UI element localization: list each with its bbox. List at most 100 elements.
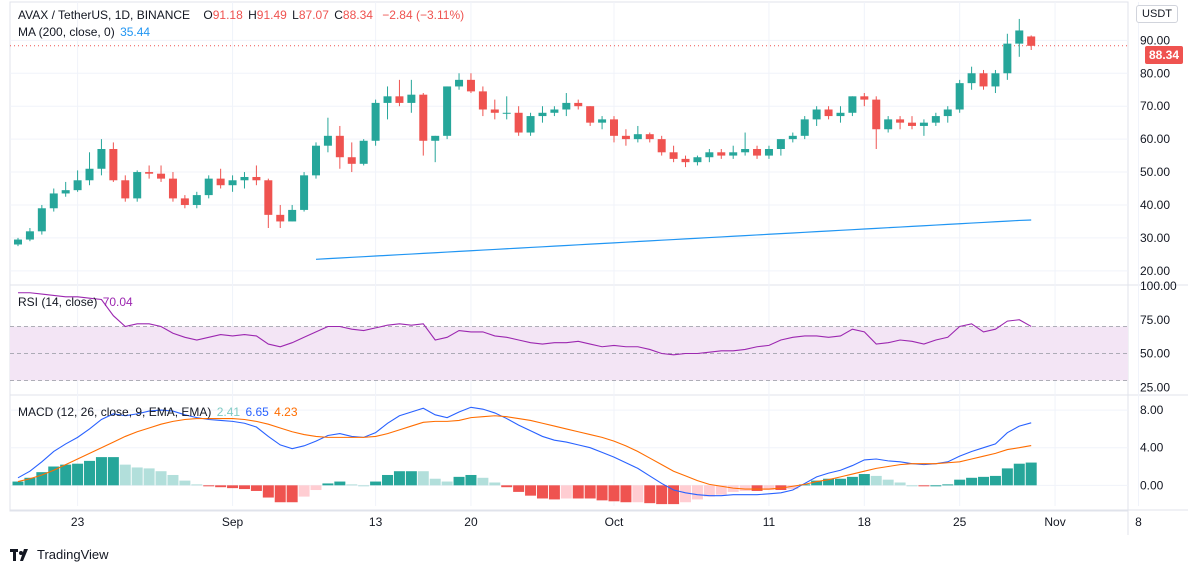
time-tick-label: 18	[858, 515, 872, 529]
candle-body	[764, 149, 773, 156]
macd-histogram-bar	[310, 485, 322, 491]
rsi-tick-label: 100.00	[1140, 279, 1177, 293]
candle-body	[753, 149, 762, 156]
macd-histogram-bar	[787, 485, 799, 490]
candle-body	[955, 83, 964, 110]
candle-body	[884, 119, 893, 130]
candle-body	[419, 94, 428, 141]
price-tick-label: 50.00	[1140, 165, 1170, 179]
macd-histogram-bar	[525, 485, 537, 496]
macd-histogram-bar	[632, 485, 644, 503]
macd-histogram-bar	[465, 474, 477, 486]
candle-body	[729, 152, 738, 156]
rsi-tick-label: 75.00	[1140, 313, 1170, 327]
candle-body	[443, 86, 452, 136]
macd-histogram-bar	[238, 485, 250, 490]
candle-body	[121, 180, 130, 199]
macd-histogram-bar	[882, 479, 894, 486]
macd-histogram-bar	[513, 485, 525, 492]
macd-histogram-bar	[95, 457, 107, 486]
macd-tick-label: 0.00	[1140, 478, 1164, 492]
time-tick-label: 23	[71, 515, 85, 529]
macd-histogram-bar	[441, 481, 453, 486]
macd-histogram-bar	[48, 466, 60, 486]
price-tick-label: 70.00	[1140, 99, 1170, 113]
candle-body	[252, 176, 261, 181]
macd-histogram-bar	[298, 485, 310, 497]
candle-body	[872, 99, 881, 130]
low-value: 87.07	[298, 8, 329, 22]
candle-body	[97, 149, 106, 169]
macd-histogram-bar	[60, 464, 72, 486]
change-value: −2.84 (−3.11%)	[382, 8, 465, 22]
time-tick-label: 11	[763, 515, 776, 529]
candle-body	[49, 193, 58, 209]
candle-body	[669, 152, 678, 159]
macd-histogram-bar	[715, 485, 727, 495]
candle-body	[395, 96, 404, 103]
macd-hist-value: 2.41	[216, 405, 241, 419]
macd-histogram-bar	[203, 485, 215, 487]
macd-histogram-bar	[107, 457, 119, 486]
low-label: L	[292, 8, 299, 22]
currency-button[interactable]: USDT	[1136, 5, 1178, 23]
macd-legend: MACD (12, 26, close, 9, EMA, EMA) 2.41 6…	[18, 405, 300, 419]
macd-histogram-bar	[155, 471, 167, 486]
macd-histogram-bar	[1025, 462, 1037, 486]
macd-histogram-bar	[644, 485, 656, 504]
candle-body	[788, 135, 797, 140]
signal-line	[17, 415, 1032, 490]
rsi-tick-label: 50.00	[1140, 347, 1170, 361]
macd-histogram-bar	[417, 471, 429, 486]
tradingview-logo[interactable]: TradingView	[10, 547, 109, 562]
candle-body	[645, 134, 654, 140]
macd-histogram-bar	[596, 485, 608, 501]
candle-body	[598, 119, 607, 123]
macd-histogram-bar	[691, 485, 703, 500]
macd-histogram-bar	[823, 478, 835, 486]
candle-body	[323, 135, 332, 146]
macd-histogram-bar	[668, 485, 680, 505]
macd-line	[17, 406, 1032, 497]
candle-body	[1015, 30, 1024, 44]
candle-body	[848, 96, 857, 113]
macd-label: MACD (12, 26, close, 9, EMA, EMA)	[18, 405, 212, 419]
candle-body	[347, 157, 356, 164]
macd-histogram-bar	[322, 483, 334, 486]
macd-histogram-bar	[1001, 468, 1013, 486]
macd-histogram-bar	[620, 485, 632, 503]
candle-body	[204, 178, 213, 196]
macd-histogram-bar	[405, 471, 417, 486]
candle-body	[37, 208, 46, 232]
candle-body	[25, 231, 34, 240]
macd-histogram-bar	[834, 478, 846, 486]
rsi-tick-label: 25.00	[1140, 380, 1170, 394]
candle-body	[741, 149, 750, 153]
price-tick-label: 40.00	[1140, 198, 1170, 212]
candle-body	[371, 102, 380, 141]
price-tick-label: 90.00	[1140, 33, 1170, 47]
time-tick-label: Nov	[1044, 515, 1065, 529]
macd-histogram-bar	[739, 485, 751, 491]
macd-histogram-bar	[560, 485, 572, 499]
macd-histogram-bar	[608, 485, 620, 502]
rsi-legend: RSI (14, close) 70.04	[18, 295, 135, 309]
candle-body	[14, 239, 22, 245]
macd-histogram-bar	[906, 485, 918, 487]
candle-body	[621, 135, 630, 140]
candle-body	[168, 178, 177, 199]
close-value: 88.34	[342, 8, 373, 22]
macd-histogram-bar	[548, 485, 560, 500]
high-value: 91.49	[256, 8, 287, 22]
macd-histogram-bar	[870, 475, 882, 486]
candle-body	[407, 94, 416, 103]
time-tick-label: Oct	[605, 515, 624, 529]
macd-histogram-bar	[274, 485, 286, 503]
candle-body	[431, 135, 440, 141]
macd-histogram-bar	[227, 485, 239, 489]
candle-body	[860, 96, 869, 100]
macd-histogram-bar	[751, 485, 763, 491]
tradingview-label: TradingView	[37, 547, 109, 562]
macd-histogram-bar	[12, 481, 24, 486]
